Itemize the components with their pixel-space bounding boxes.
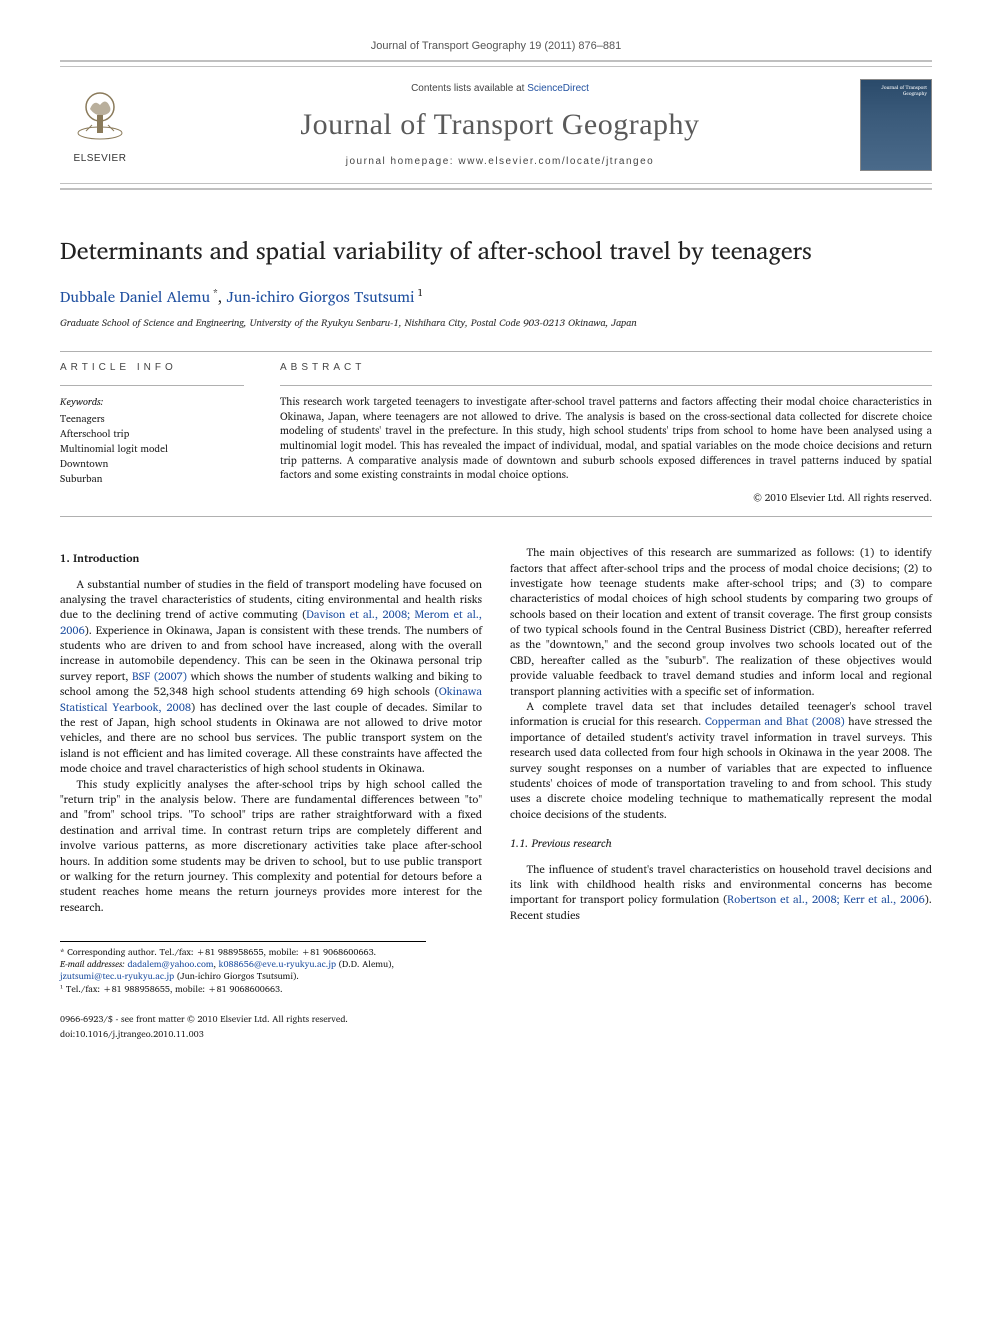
footnotes: * Corresponding author. Tel./fax: +81 98… bbox=[60, 941, 426, 995]
article-info-column: ARTICLE INFO Keywords: Teenagers Aftersc… bbox=[60, 352, 260, 516]
abstract-separator bbox=[280, 385, 932, 386]
keywords-list: Teenagers Afterschool trip Multinomial l… bbox=[60, 412, 244, 487]
body-paragraph: A complete travel data set that includes… bbox=[510, 699, 932, 822]
abstract-heading: ABSTRACT bbox=[280, 362, 932, 373]
cover-thumb-title: Journal of Transport Geography bbox=[861, 86, 927, 97]
keyword: Afterschool trip bbox=[60, 427, 244, 442]
author-link-1[interactable]: Dubbale Daniel Alemu bbox=[60, 284, 210, 309]
rule-top bbox=[60, 60, 932, 62]
journal-title: Journal of Transport Geography bbox=[140, 108, 860, 142]
body-paragraph: This study explicitly analyses the after… bbox=[60, 777, 482, 916]
keyword: Multinomial logit model bbox=[60, 442, 244, 457]
info-separator bbox=[60, 385, 244, 386]
footnote-emails: E-mail addresses: dadalem@yahoo.com, k08… bbox=[60, 958, 426, 982]
article-title: Determinants and spatial variability of … bbox=[60, 230, 932, 270]
journal-cover-thumb: Journal of Transport Geography bbox=[860, 79, 932, 171]
citation-link[interactable]: Robertson et al., 2008; Kerr et al., 200… bbox=[727, 890, 925, 908]
abstract-text: This research work targeted teenagers to… bbox=[280, 394, 932, 482]
page-footer: 0966-6923/$ - see front matter © 2010 El… bbox=[60, 1011, 932, 1041]
homepage-url: www.elsevier.com/locate/jtrangeo bbox=[458, 156, 654, 167]
contents-prefix: Contents lists available at bbox=[411, 83, 527, 94]
section-heading: 1. Introduction bbox=[60, 551, 482, 566]
body-two-column: 1. Introduction A substantial number of … bbox=[60, 545, 932, 923]
author-mark-2: 1 bbox=[415, 285, 424, 301]
info-abstract-row: ARTICLE INFO Keywords: Teenagers Aftersc… bbox=[60, 351, 932, 517]
sciencedirect-link[interactable]: ScienceDirect bbox=[527, 83, 589, 94]
body-paragraph: The influence of student's travel charac… bbox=[510, 862, 932, 924]
author-mark-1: * bbox=[210, 285, 218, 301]
footer-left: 0966-6923/$ - see front matter © 2010 El… bbox=[60, 1011, 348, 1041]
footer-front-matter: 0966-6923/$ - see front matter © 2010 El… bbox=[60, 1011, 348, 1026]
elsevier-tree-icon bbox=[72, 87, 128, 143]
publisher-block: ELSEVIER bbox=[60, 87, 140, 164]
contents-available-line: Contents lists available at ScienceDirec… bbox=[140, 83, 860, 94]
keywords-label: Keywords: bbox=[60, 394, 244, 410]
journal-homepage-line: journal homepage: www.elsevier.com/locat… bbox=[140, 156, 860, 167]
author-line: Dubbale Daniel Alemu *, Jun-ichiro Giorg… bbox=[60, 284, 932, 309]
masthead: ELSEVIER Contents lists available at Sci… bbox=[60, 66, 932, 184]
footnote-1: ¹ Tel./fax: +81 988958655, mobile: +81 9… bbox=[60, 983, 426, 995]
abstract-copyright: © 2010 Elsevier Ltd. All rights reserved… bbox=[280, 490, 932, 506]
homepage-prefix: journal homepage: bbox=[346, 156, 459, 167]
abstract-column: ABSTRACT This research work targeted tee… bbox=[260, 352, 932, 516]
running-header: Journal of Transport Geography 19 (2011)… bbox=[60, 40, 932, 52]
rule-bottom bbox=[60, 188, 932, 190]
publisher-name: ELSEVIER bbox=[60, 153, 140, 164]
subsection-heading: 1.1. Previous research bbox=[510, 836, 932, 851]
keyword: Downtown bbox=[60, 457, 244, 472]
author-link-2[interactable]: Jun-ichiro Giorgos Tsutsumi bbox=[227, 284, 415, 309]
body-paragraph: The main objectives of this research are… bbox=[510, 545, 932, 699]
masthead-center: Contents lists available at ScienceDirec… bbox=[140, 83, 860, 167]
keyword: Teenagers bbox=[60, 412, 244, 427]
body-paragraph: A substantial number of studies in the f… bbox=[60, 577, 482, 777]
footer-doi: doi:10.1016/j.jtrangeo.2010.11.003 bbox=[60, 1026, 348, 1041]
page: Journal of Transport Geography 19 (2011)… bbox=[0, 0, 992, 1081]
affiliation: Graduate School of Science and Engineeri… bbox=[60, 315, 932, 331]
article-info-heading: ARTICLE INFO bbox=[60, 362, 244, 373]
keyword: Suburban bbox=[60, 472, 244, 487]
